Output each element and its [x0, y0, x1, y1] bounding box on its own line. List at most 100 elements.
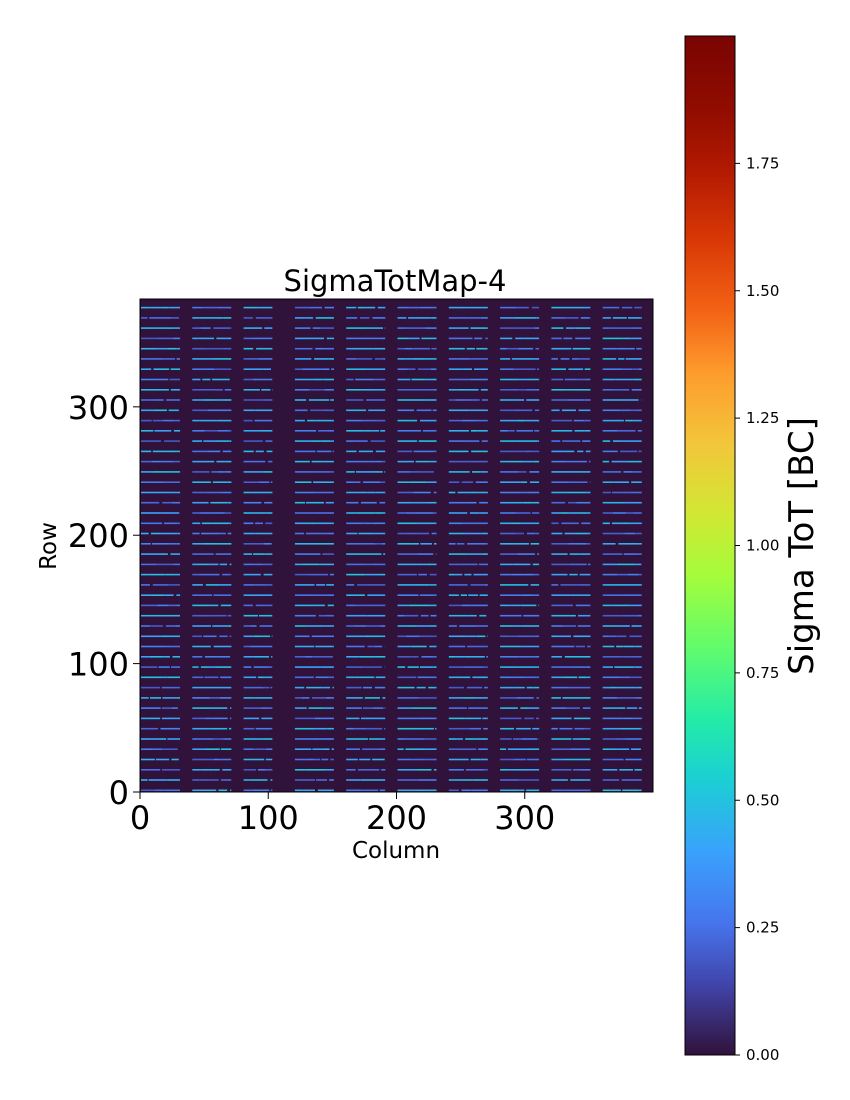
heatmap-stripe: [551, 481, 570, 483]
heatmap-stripe: [355, 604, 368, 607]
heatmap-stripe: [346, 337, 369, 340]
colorbar-tick-label: 1.00: [746, 537, 779, 555]
heatmap-stripe: [517, 419, 525, 422]
heatmap-stripe: [252, 512, 267, 514]
heatmap-stripe: [379, 337, 386, 340]
heatmap-stripe: [374, 358, 384, 360]
heatmap-stripe: [294, 532, 305, 535]
heatmap-stripe: [511, 625, 522, 627]
heatmap-stripe: [433, 306, 437, 309]
heatmap-stripe: [568, 686, 581, 689]
heatmap-stripe: [551, 717, 572, 720]
heatmap-stripe: [323, 460, 334, 463]
heatmap-stripe: [460, 594, 467, 596]
heatmap-stripe: [412, 347, 431, 350]
heatmap-stripe: [212, 614, 227, 617]
heatmap-stripe: [141, 522, 163, 525]
heatmap-stripe: [175, 573, 180, 576]
heatmap-stripe: [448, 471, 470, 473]
heatmap-stripe: [357, 666, 364, 668]
heatmap-stripe: [586, 543, 591, 545]
heatmap-stripe: [314, 358, 329, 360]
heatmap-stripe: [314, 491, 334, 494]
heatmap-stripe: [176, 543, 180, 545]
heatmap-stripe: [423, 758, 434, 761]
heatmap-stripe: [551, 748, 571, 750]
heatmap-stripe: [405, 635, 420, 638]
heatmap-stripe: [602, 347, 617, 350]
heatmap-stripe: [536, 491, 540, 494]
heatmap-stripe: [513, 758, 526, 761]
heatmap-stripe: [575, 645, 585, 648]
heatmap-stripe: [448, 399, 456, 401]
heatmap-stripe: [326, 337, 334, 340]
heatmap-stripe: [157, 337, 173, 340]
heatmap-stripe: [479, 501, 488, 504]
heatmap-stripe: [263, 543, 272, 545]
heatmap-stripe: [500, 697, 517, 699]
heatmap-stripe: [346, 327, 367, 329]
heatmap-stripe: [192, 738, 205, 740]
heatmap-stripe: [464, 717, 482, 720]
heatmap-stripe: [397, 481, 409, 483]
heatmap-stripe: [171, 666, 180, 668]
heatmap-stripe: [211, 358, 232, 360]
heatmap-stripe: [141, 347, 157, 350]
heatmap-stripe: [528, 491, 537, 494]
heatmap-stripe: [313, 604, 325, 607]
heatmap-stripe: [230, 789, 232, 792]
heatmap-stripe: [421, 337, 437, 340]
heatmap-stripe: [329, 779, 334, 781]
heatmap-stripe: [161, 460, 174, 463]
heatmap-stripe: [457, 686, 464, 689]
heatmap-stripe: [630, 337, 642, 340]
heatmap-stripe: [433, 656, 437, 658]
heatmap-stripe: [515, 450, 525, 453]
heatmap-stripe: [572, 347, 591, 350]
heatmap-stripe: [219, 635, 228, 638]
heatmap-stripe: [294, 779, 315, 781]
heatmap-stripe: [500, 769, 509, 771]
heatmap-stripe: [357, 306, 365, 309]
heatmap-stripe: [480, 676, 488, 679]
heatmap-stripe: [479, 594, 488, 596]
heatmap-stripe: [434, 543, 437, 545]
heatmap-stripe: [448, 563, 460, 566]
heatmap-stripe: [571, 666, 586, 668]
heatmap-stripe: [177, 522, 180, 525]
heatmap-stripe: [382, 543, 386, 545]
heatmap-stripe: [469, 512, 480, 514]
heatmap-stripe: [617, 625, 630, 627]
heatmap-stripe: [405, 748, 424, 750]
heatmap-stripe: [448, 676, 463, 679]
heatmap-stripe: [346, 522, 364, 525]
heatmap-stripe: [384, 727, 386, 730]
heatmap-stripe: [448, 789, 459, 792]
heatmap-stripe: [192, 717, 205, 720]
heatmap-stripe: [263, 738, 273, 740]
heatmap-stripe: [640, 727, 642, 730]
heatmap-stripe: [572, 738, 580, 740]
heatmap-stripe: [523, 337, 540, 340]
heatmap-stripe: [610, 686, 617, 689]
heatmap-stripe: [263, 686, 270, 689]
heatmap-stripe: [141, 337, 158, 340]
heatmap-stripe: [263, 471, 273, 473]
heatmap-stripe: [162, 614, 180, 617]
heatmap-stripe: [397, 748, 404, 750]
heatmap-stripe: [430, 368, 437, 370]
heatmap-stripe: [530, 584, 540, 586]
heatmap-stripe: [270, 532, 273, 535]
y-tick-label: 0: [109, 774, 129, 812]
heatmap-stripe: [638, 543, 642, 545]
heatmap-stripe: [303, 553, 321, 555]
heatmap-stripe: [227, 409, 232, 412]
heatmap-stripe: [173, 460, 181, 463]
heatmap-stripe: [141, 645, 158, 648]
heatmap-stripe: [305, 532, 317, 535]
heatmap-stripe: [229, 717, 232, 720]
heatmap-stripe: [625, 512, 633, 514]
heatmap-stripe: [563, 450, 575, 453]
heatmap-stripe: [526, 686, 534, 689]
heatmap-stripe: [417, 522, 436, 525]
